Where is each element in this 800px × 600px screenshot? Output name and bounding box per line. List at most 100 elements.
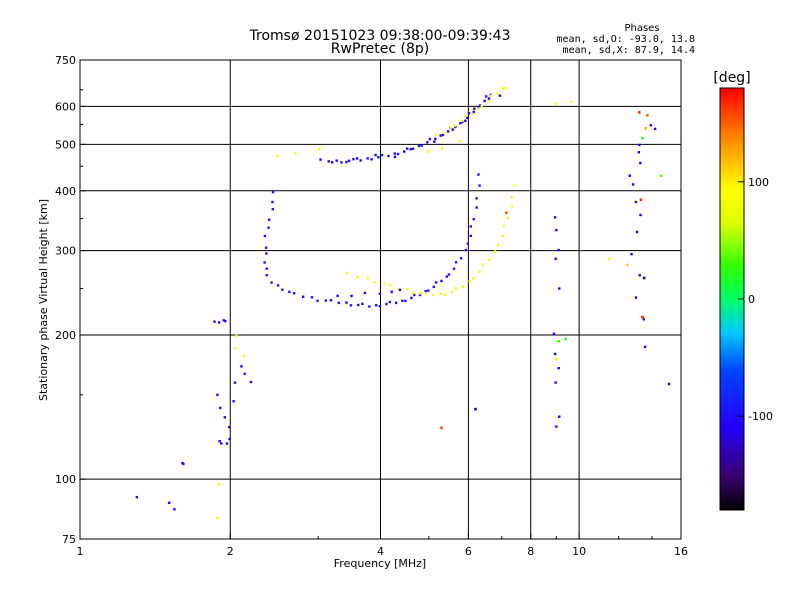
echo-point: [406, 147, 409, 150]
echo-point: [301, 295, 305, 298]
echo-point: [294, 152, 297, 155]
echo-point: [265, 267, 268, 270]
echo-point: [475, 206, 478, 209]
x-tick-label: 2: [227, 545, 234, 558]
echo-point: [397, 287, 400, 291]
echo-point: [243, 372, 246, 375]
echo-point: [433, 140, 436, 143]
echo-point: [477, 106, 480, 109]
echo-point: [637, 151, 641, 154]
echo-point: [464, 119, 467, 122]
echo-point: [292, 292, 296, 295]
echo-point: [319, 158, 322, 161]
echo-point: [265, 274, 268, 277]
echo-point: [337, 301, 341, 305]
echo-point: [510, 196, 513, 199]
echo-point: [411, 291, 414, 295]
echo-point: [220, 442, 223, 445]
echo-point: [388, 300, 392, 304]
grid-lines: [80, 60, 681, 539]
echo-point: [410, 296, 413, 300]
echo-point: [487, 97, 491, 100]
echo-point: [219, 406, 222, 410]
echo-point: [454, 286, 458, 290]
echo-point: [557, 248, 560, 252]
echo-point: [434, 281, 438, 284]
echo-point: [477, 107, 480, 110]
colorbar-unit-label: [deg]: [713, 70, 750, 86]
echo-point: [378, 292, 382, 296]
echo-point: [626, 263, 629, 267]
echo-point: [393, 155, 397, 159]
echo-point: [554, 381, 557, 384]
echo-point: [513, 184, 516, 187]
chart-title: Tromsø 20151023 09:38:00-09:39:43: [249, 28, 511, 44]
echo-point: [345, 301, 348, 304]
echo-point: [501, 234, 504, 238]
y-tick-label: 600: [55, 100, 76, 113]
echo-point: [471, 277, 475, 280]
echo-point: [478, 104, 482, 107]
chart-subtitle: RwPretec (8p): [331, 41, 429, 57]
y-tick-label: 750: [55, 54, 76, 67]
echo-point: [486, 99, 490, 103]
y-axis-ticks: 75 100 200 300 400 500 600 750: [55, 54, 86, 546]
echo-point: [404, 299, 407, 303]
echo-point: [350, 294, 353, 298]
echo-point: [501, 87, 505, 90]
echo-point: [485, 95, 488, 98]
echo-point: [403, 150, 406, 153]
echo-point: [553, 216, 557, 219]
echo-point: [228, 426, 231, 429]
echo-point: [453, 124, 456, 127]
echo-point: [639, 213, 642, 217]
echo-point: [554, 257, 557, 261]
x-tick-label: 10: [572, 545, 586, 558]
echo-point: [406, 288, 409, 291]
echo-point: [424, 290, 427, 293]
echo-point: [418, 293, 422, 297]
echo-point: [345, 160, 348, 164]
echo-point: [426, 141, 429, 144]
echo-point: [446, 130, 450, 133]
echo-point: [374, 153, 377, 157]
echo-point: [504, 86, 508, 89]
echo-point: [439, 134, 442, 137]
echo-point: [450, 290, 454, 294]
echo-point: [454, 261, 458, 264]
echo-point: [428, 137, 432, 141]
echo-point: [264, 246, 268, 249]
echo-point: [368, 305, 371, 308]
echo-point: [228, 437, 231, 441]
echo-point: [324, 299, 328, 302]
echo-point: [276, 284, 280, 287]
echo-point: [366, 276, 369, 280]
echo-point: [265, 252, 268, 255]
echo-point: [432, 285, 435, 289]
echo-point: [644, 127, 648, 130]
echo-point: [554, 357, 558, 361]
echo-point: [340, 161, 343, 164]
colorbar-tick-label: 0: [748, 293, 755, 306]
echo-point: [474, 407, 477, 411]
echo-point: [359, 159, 362, 162]
echo-point: [352, 157, 355, 161]
echo-point: [318, 147, 321, 151]
echo-point: [225, 442, 229, 445]
echo-point: [472, 110, 475, 114]
phases-heading: Phases: [624, 23, 659, 34]
echo-point: [570, 100, 573, 103]
echo-point: [373, 281, 376, 284]
echo-point: [346, 271, 349, 275]
echo-point: [502, 224, 505, 228]
echo-point: [628, 174, 632, 177]
echo-point: [460, 119, 463, 122]
echo-point: [213, 320, 216, 323]
echo-point: [631, 183, 635, 186]
echo-point: [483, 99, 486, 103]
echo-point: [641, 136, 644, 140]
echo-point: [557, 366, 560, 370]
echo-point: [382, 282, 385, 285]
